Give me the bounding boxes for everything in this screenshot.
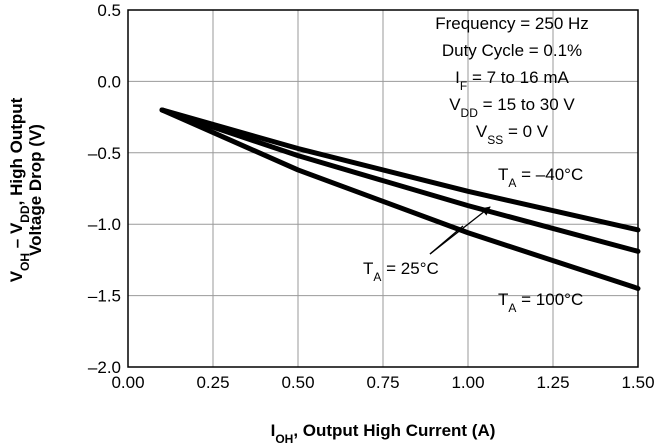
y-tick-labels: 0.5 0.0 –0.5 –1.0 –1.5 –2.0	[88, 1, 121, 377]
condition-line: VDD = 15 to 30 V	[449, 95, 575, 120]
x-axis-label-part: OH	[275, 432, 293, 446]
condition-line: VSS = 0 V	[476, 122, 549, 147]
y-axis-label-line1-part: – V	[7, 222, 26, 253]
y-tick-label: –1.5	[88, 287, 121, 306]
condition-line-part: V	[449, 95, 461, 114]
condition-line: Duty Cycle = 0.1%	[442, 41, 582, 60]
condition-line-part: V	[476, 122, 488, 141]
condition-line-part: = 0 V	[503, 122, 549, 141]
x-tick-label: 0.25	[196, 373, 229, 392]
condition-line-part: Duty Cycle = 0.1%	[442, 41, 582, 60]
series-label-part: A	[373, 270, 381, 284]
x-tick-label: 0.50	[281, 373, 314, 392]
series-labels: TA = –40°CTA = 25°CTA = 100°C	[363, 165, 583, 315]
condition-line: IF = 7 to 16 mA	[455, 68, 569, 93]
y-tick-label: –1.0	[88, 215, 121, 234]
label-pointers	[429, 206, 491, 255]
condition-line-part: SS	[487, 133, 503, 147]
y-axis-label-line1-part: OH	[18, 253, 32, 271]
condition-line-part: = 7 to 16 mA	[467, 68, 569, 87]
y-axis-label-line1-part: V	[7, 270, 26, 282]
series-line-1	[159, 107, 641, 254]
condition-line-part: DD	[461, 106, 479, 120]
x-axis-title: IOH, Output High Current (A)	[271, 421, 496, 446]
series-label-part: = 100°C	[516, 290, 583, 309]
y-axis-label-line1: VOH – VDD, High Output	[7, 97, 32, 282]
condition-line-part: Frequency = 250 Hz	[435, 14, 589, 33]
x-axis-label-part: , Output High Current (A)	[293, 421, 495, 440]
x-tick-labels: 0.00 0.25 0.50 0.75 1.00 1.25 1.50	[111, 373, 654, 392]
condition-line-part: I	[455, 68, 460, 87]
y-axis-label-line2: Voltage Drop (V)	[26, 124, 45, 256]
series-label-part: T	[363, 259, 373, 278]
condition-line-part: F	[460, 79, 467, 93]
series-label: TA = 25°C	[363, 259, 439, 284]
grid	[128, 10, 638, 367]
y-tick-label: –0.5	[88, 144, 121, 163]
series-label: TA = 100°C	[498, 290, 583, 315]
condition-line: Frequency = 250 Hz	[435, 14, 589, 33]
x-axis-label: IOH, Output High Current (A)	[271, 421, 496, 446]
x-tick-label: 1.25	[536, 373, 569, 392]
x-tick-label: 1.50	[621, 373, 654, 392]
x-tick-label: 0.00	[111, 373, 144, 392]
series-label-part: T	[498, 165, 508, 184]
series-label-part: A	[508, 176, 516, 190]
y-axis-label-line1-part: DD	[18, 205, 32, 223]
series-label-part: A	[508, 301, 516, 315]
series-label-part: = –40°C	[516, 165, 583, 184]
series-lines	[159, 107, 641, 291]
x-tick-label: 1.00	[451, 373, 484, 392]
y-axis-title: VOH – VDD, High Output Voltage Drop (V)	[7, 97, 45, 282]
series-line-0	[159, 107, 641, 233]
plot-frame	[127, 9, 639, 368]
condition-line-part: = 15 to 30 V	[478, 95, 576, 114]
y-axis-label-line1-part: , High Output	[7, 97, 26, 205]
y-tick-label: –2.0	[88, 358, 121, 377]
series-line-2	[159, 107, 641, 291]
x-tick-label: 0.75	[366, 373, 399, 392]
y-tick-label: 0.0	[97, 72, 121, 91]
series-label-part: = 25°C	[381, 259, 438, 278]
series-label-part: T	[498, 290, 508, 309]
y-tick-label: 0.5	[97, 1, 121, 20]
conditions-annotation: Frequency = 250 Hz Duty Cycle = 0.1% IF = …	[435, 14, 589, 147]
series-label: TA = –40°C	[498, 165, 583, 190]
x-axis-label-part: I	[271, 421, 276, 440]
pointer-line	[429, 225, 464, 255]
